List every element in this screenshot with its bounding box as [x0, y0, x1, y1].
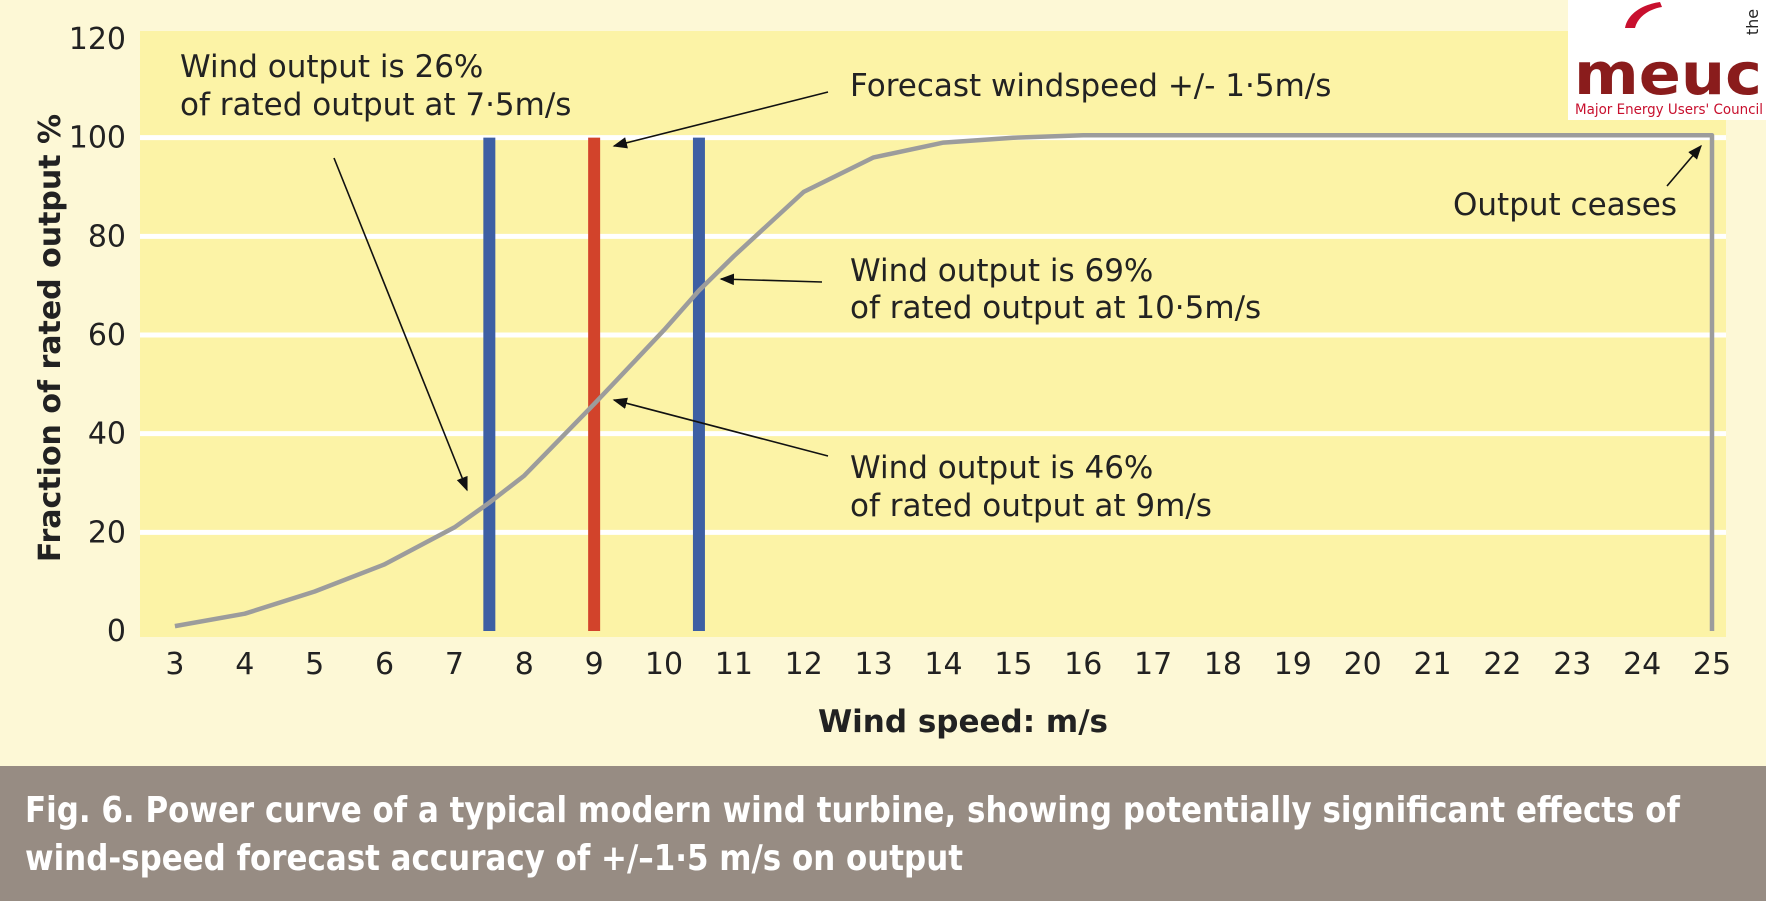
- x-tick-label: 19: [1274, 647, 1312, 682]
- x-tick-label: 18: [1204, 647, 1242, 682]
- caption-band: [0, 766, 1766, 901]
- annotation: of rated output at 7·5m/s: [180, 87, 571, 123]
- y-tick-label: 120: [69, 22, 126, 57]
- logo-prefix: the: [1743, 9, 1762, 35]
- x-tick-label: 13: [855, 647, 893, 682]
- logo-background: [1568, 0, 1766, 120]
- annotation: of rated output at 9m/s: [850, 488, 1212, 524]
- x-tick-label: 9: [585, 647, 604, 682]
- y-axis-title: Fraction of rated output %: [33, 114, 68, 562]
- x-tick-label: 5: [305, 647, 324, 682]
- x-tick-label: 17: [1134, 647, 1172, 682]
- caption: Fig. 6. Power curve of a typical modern …: [25, 790, 1680, 831]
- x-tick-label: 10: [645, 647, 683, 682]
- annotation: of rated output at 10·5m/s: [850, 290, 1261, 326]
- y-tick-label: 0: [107, 614, 126, 649]
- x-tick-label: 15: [994, 647, 1032, 682]
- arrow: [719, 273, 823, 286]
- x-tick-label: 21: [1413, 647, 1451, 682]
- y-tick-label: 100: [69, 121, 126, 156]
- logo-name: meuc: [1574, 40, 1762, 108]
- annotation: Forecast windspeed +/- 1·5m/s: [850, 68, 1331, 104]
- x-tick-label: 24: [1623, 647, 1661, 682]
- power-curve: [174, 132, 1715, 631]
- x-tick-label: 14: [924, 647, 962, 682]
- annotation: Wind output is 69%: [850, 253, 1153, 289]
- annotations: Wind output is 26% of rated output at 7·…: [180, 49, 1702, 524]
- logo-swoosh: [1625, 2, 1662, 28]
- x-axis-title: Wind speed: m/s: [818, 704, 1108, 740]
- x-tick-label: 20: [1344, 647, 1382, 682]
- x-tick-label: 12: [785, 647, 823, 682]
- x-tick-label: 25: [1693, 647, 1731, 682]
- x-tick-label: 16: [1064, 647, 1102, 682]
- y-tick-label: 40: [88, 417, 126, 452]
- x-tick-label: 11: [715, 647, 753, 682]
- arrow: [612, 91, 829, 149]
- x-tick-label: 6: [375, 647, 394, 682]
- annotation: Wind output is 26%: [180, 49, 483, 85]
- logo-subtitle: Major Energy Users' Council: [1575, 102, 1763, 118]
- arrow: [333, 157, 468, 492]
- arrow: [1666, 144, 1702, 187]
- y-tick-label: 20: [88, 515, 126, 550]
- caption: wind-speed forecast accuracy of +/–1·5 m…: [25, 838, 963, 879]
- annotation: Wind output is 46%: [850, 450, 1153, 486]
- annotation: Output ceases: [1453, 187, 1677, 223]
- y-tick-label: 60: [88, 318, 126, 353]
- y-tick-label: 80: [88, 219, 126, 254]
- x-tick-label: 4: [235, 647, 254, 682]
- x-tick-label: 23: [1553, 647, 1591, 682]
- x-tick-label: 7: [445, 647, 464, 682]
- x-tick-label: 22: [1483, 647, 1521, 682]
- logo: meuc Major Energy Users' Council the: [1568, 0, 1766, 120]
- x-tick-label: 3: [165, 647, 184, 682]
- x-tick-label: 8: [515, 647, 534, 682]
- arrow: [612, 397, 829, 457]
